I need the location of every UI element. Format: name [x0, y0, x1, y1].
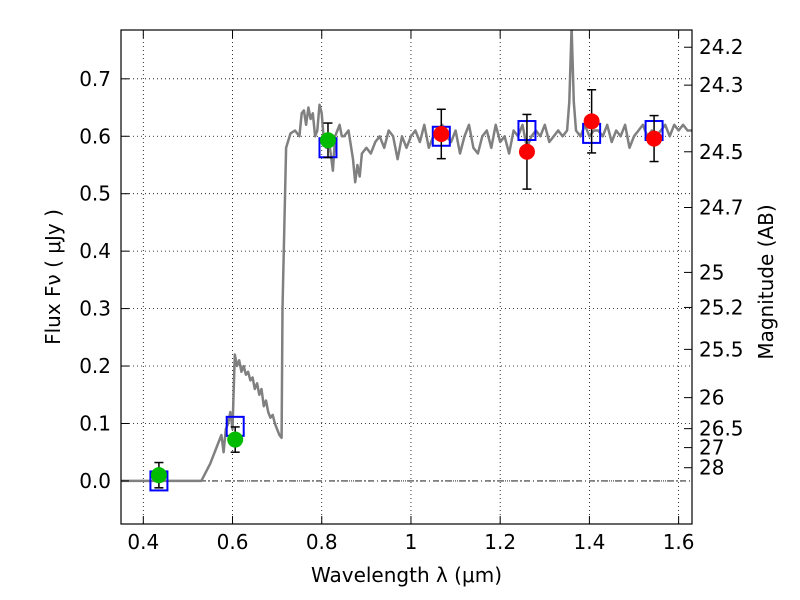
- observed-flux-point: [583, 113, 600, 130]
- grid: [121, 30, 692, 524]
- magnitude-tick-label: 25: [699, 260, 724, 284]
- observed-flux-point: [227, 431, 244, 448]
- y-axis-label: Flux Fν ( μJy ): [41, 209, 65, 345]
- x-tick-label: 1: [405, 530, 418, 554]
- axis-ticks: 0.4 0.6 0.8 1 1.2 1.4 1.6 0.0 0.1 0.2 0.3 0.4 0.5 0.6…: [79, 30, 744, 554]
- magnitude-tick-label: 27: [699, 436, 724, 460]
- y-tick-label: 0.2: [79, 354, 111, 378]
- y-tick-label: 0.5: [79, 182, 111, 206]
- magnitude-tick-label: 28: [699, 456, 724, 480]
- x-tick-label: 0.8: [306, 530, 338, 554]
- x-tick-label: 0.4: [127, 530, 159, 554]
- spectrum-line: [121, 30, 692, 483]
- magnitude-tick-label: 26: [699, 386, 724, 410]
- magnitude-tick-label: 25.2: [699, 295, 744, 319]
- y-tick-label: 0.4: [79, 239, 111, 263]
- plot-frame: [120, 29, 693, 525]
- observed-flux-point: [646, 130, 663, 147]
- magnitude-tick-label: 26.5: [699, 417, 744, 441]
- y-tick-label: 0.7: [79, 67, 111, 91]
- magnitude-tick-label: 24.2: [699, 35, 744, 59]
- magnitude-tick-label: 24.5: [699, 140, 744, 164]
- observed-flux-point: [150, 467, 167, 484]
- x-tick-label: 1.4: [573, 530, 605, 554]
- data-markers: [149, 88, 664, 492]
- y-tick-label: 0.6: [79, 124, 111, 148]
- y-tick-label: 0.0: [79, 469, 111, 493]
- x-tick-label: 1.6: [663, 530, 695, 554]
- x-tick-label: 1.2: [484, 530, 516, 554]
- observed-flux-point: [319, 132, 336, 149]
- x-axis-label: Wavelength λ (μm): [311, 563, 502, 587]
- right-axis-label: Magnitude (AB): [754, 204, 778, 359]
- y-tick-label: 0.3: [79, 297, 111, 321]
- magnitude-tick-label: 24.7: [699, 195, 744, 219]
- y-tick-label: 0.1: [79, 411, 111, 435]
- x-tick-label: 0.6: [217, 530, 249, 554]
- magnitude-tick-label: 24.3: [699, 73, 744, 97]
- observed-flux-point: [433, 125, 450, 142]
- observed-flux-point: [518, 143, 535, 160]
- magnitude-tick-label: 25.5: [699, 337, 744, 361]
